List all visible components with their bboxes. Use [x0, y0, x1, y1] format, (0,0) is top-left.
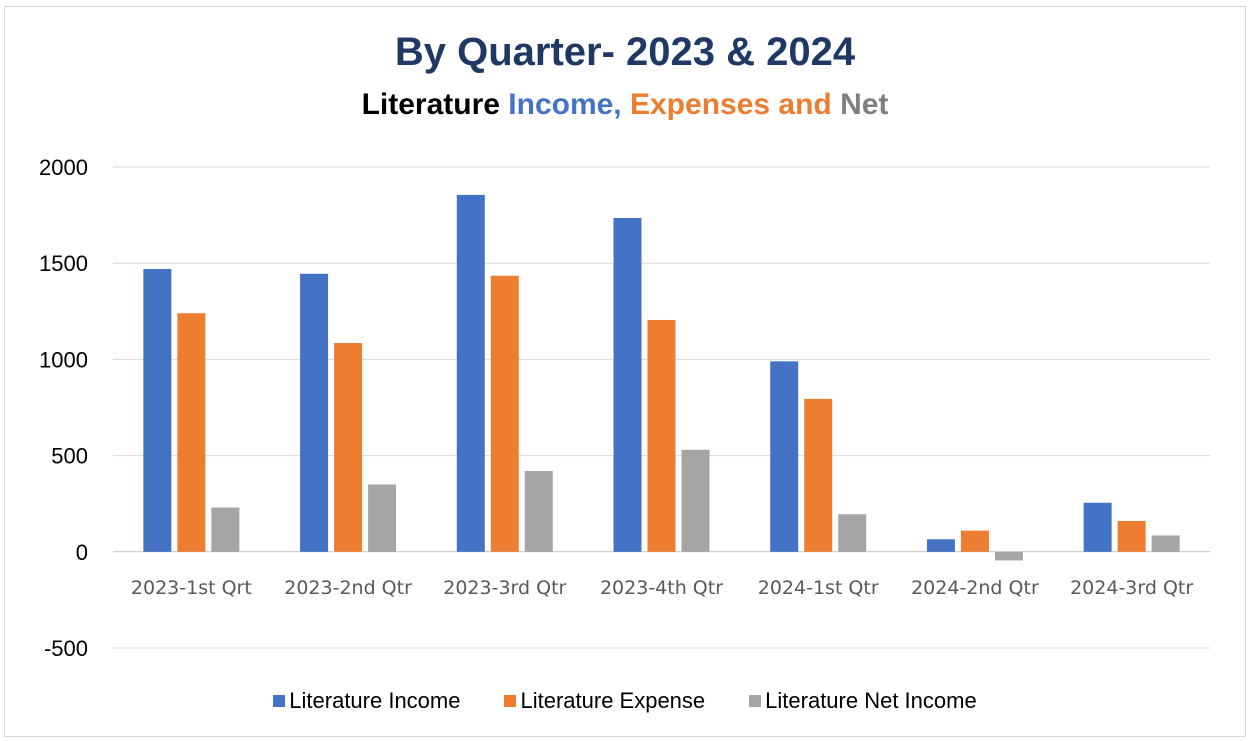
y-tick-label: -500: [44, 636, 88, 661]
bar-literature-income: [143, 268, 172, 552]
bar-literature-net-income: [368, 484, 397, 552]
bar-literature-net-income: [838, 514, 867, 552]
x-tick-label: 2023-1st Qrt: [131, 577, 252, 599]
bar-literature-net-income: [994, 551, 1023, 561]
chart-subtitle: Literature Income, Expenses and Net: [0, 88, 1250, 122]
x-tick-label: 2024-1st Qtr: [758, 577, 879, 599]
legend: Literature Income Literature Expense Lit…: [0, 688, 1250, 714]
bar-literature-income: [926, 539, 955, 552]
legend-label-income: Literature Income: [289, 688, 461, 713]
subtitle-part-expenses: Expenses and: [629, 88, 841, 121]
subtitle-part-income: Income,: [508, 88, 630, 121]
bar-literature-income: [456, 194, 485, 552]
legend-item-expense: Literature Expense: [504, 688, 705, 714]
bar-literature-expense: [490, 275, 519, 552]
legend-swatch-expense: [504, 695, 517, 707]
y-tick-label: 1000: [39, 347, 88, 372]
legend-item-income: Literature Income: [273, 688, 460, 714]
bar-literature-net-income: [1151, 535, 1180, 552]
bar-literature-income: [1083, 502, 1112, 552]
y-tick-label: 1500: [39, 251, 88, 276]
subtitle-part-literature: Literature: [361, 88, 509, 121]
x-tick-label: 2024-2nd Qtr: [911, 577, 1039, 599]
x-tick-label: 2023-4th Qtr: [600, 577, 723, 599]
bar-literature-expense: [960, 530, 989, 552]
bar-literature-expense: [1117, 521, 1146, 552]
x-tick-label: 2023-2nd Qtr: [284, 577, 412, 599]
y-tick-label: 0: [76, 540, 88, 565]
chart-title: By Quarter- 2023 & 2024: [394, 30, 856, 74]
legend-label-expense: Literature Expense: [520, 688, 706, 713]
bar-literature-expense: [177, 313, 206, 552]
legend-label-net-income: Literature Net Income: [765, 688, 977, 713]
bar-literature-expense: [647, 319, 676, 552]
bar-literature-income: [300, 273, 329, 552]
bar-literature-expense: [334, 343, 363, 552]
bar-literature-expense: [804, 398, 833, 552]
x-axis: 2023-1st Qrt 2023-2nd Qtr 2023-3rd Qtr 2023…: [131, 577, 1193, 599]
bar-literature-net-income: [524, 470, 553, 552]
bar-literature-net-income: [681, 449, 710, 552]
legend-swatch-income: [273, 695, 286, 707]
legend-item-net-income: Literature Net Income: [749, 688, 977, 714]
legend-swatch-net-income: [749, 695, 762, 707]
y-tick-label: 2000: [39, 155, 88, 180]
y-tick-label: 500: [51, 444, 88, 469]
y-axis: 2000 1500 1000 500 0 -500: [39, 155, 88, 661]
bar-literature-income: [613, 217, 642, 552]
x-tick-label: 2023-3rd Qtr: [443, 577, 566, 599]
x-tick-label: 2024-3rd Qtr: [1070, 577, 1193, 599]
bars: [143, 194, 1180, 561]
bar-literature-income: [770, 361, 799, 552]
subtitle-part-net: Net: [840, 88, 889, 121]
bar-literature-net-income: [211, 507, 240, 552]
